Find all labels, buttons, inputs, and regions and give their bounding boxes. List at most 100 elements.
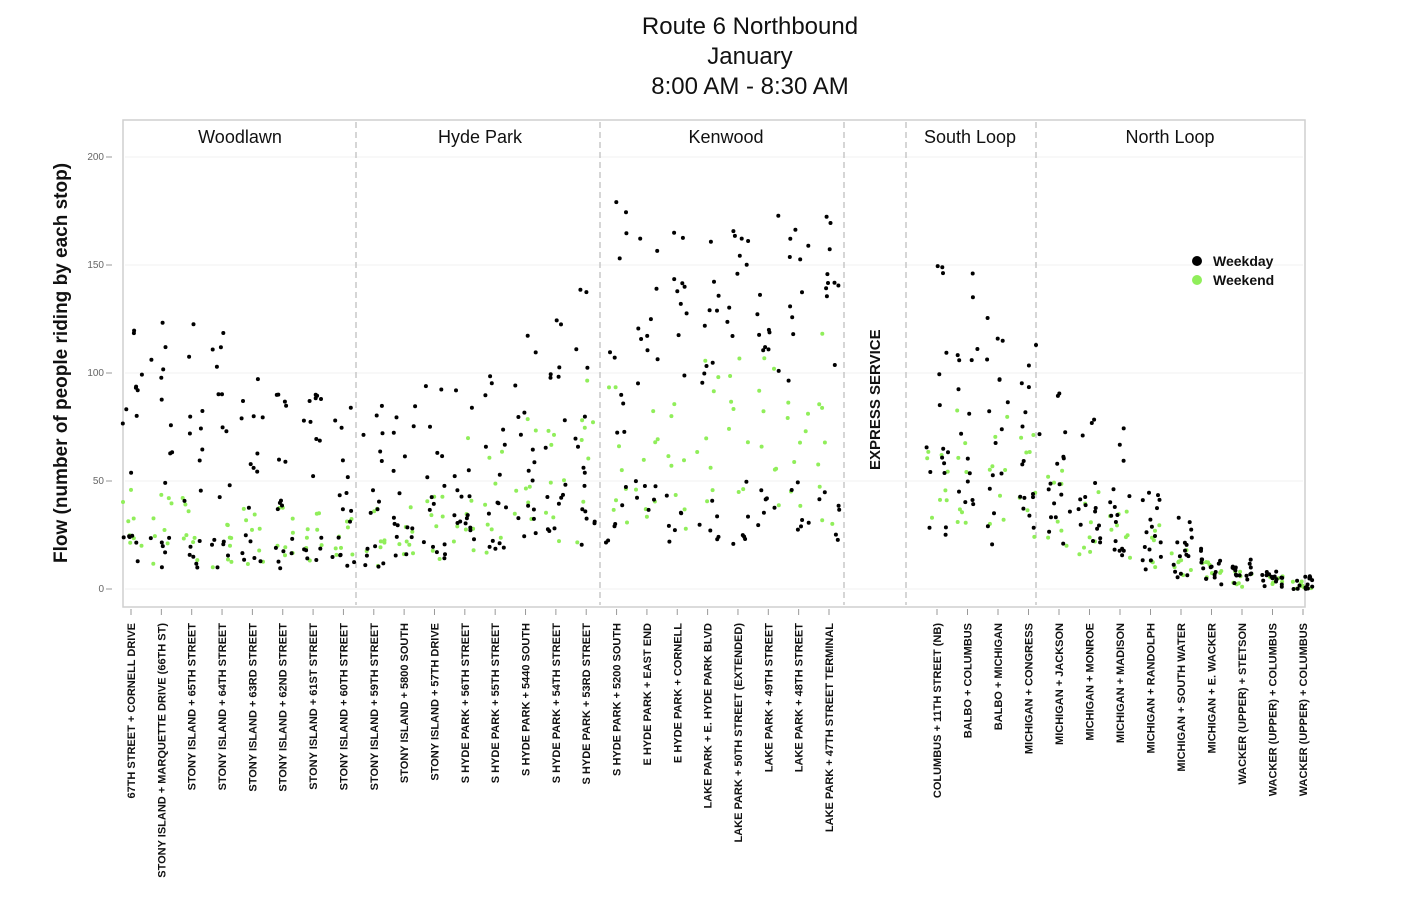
- weekday-point: [242, 557, 247, 562]
- weekend-point: [339, 545, 343, 550]
- weekday-point: [489, 381, 494, 386]
- weekend-point: [180, 496, 185, 500]
- weekday-point: [1093, 481, 1098, 485]
- weekend-point: [1299, 579, 1304, 584]
- region-label: South Loop: [924, 127, 1016, 147]
- weekday-point: [639, 337, 644, 341]
- weekday-point: [1026, 363, 1031, 368]
- weekday-point: [239, 416, 244, 421]
- weekday-point: [967, 411, 972, 416]
- weekday-point: [759, 488, 764, 493]
- weekday-point: [1295, 578, 1300, 583]
- weekday-point: [633, 479, 638, 484]
- weekend-point: [625, 520, 629, 525]
- weekday-point: [1274, 579, 1278, 584]
- weekday-point: [163, 345, 168, 350]
- x-tick-label: MICHIGAN + JACKSON: [1054, 623, 1066, 745]
- weekday-point: [756, 523, 761, 528]
- weekend-point: [716, 375, 721, 380]
- weekend-point: [126, 519, 131, 524]
- weekday-point: [776, 368, 781, 373]
- weekday-point: [442, 542, 447, 547]
- weekday-point: [1113, 520, 1118, 524]
- weekend-point: [613, 385, 618, 390]
- weekday-point: [252, 556, 257, 560]
- weekday-point: [1052, 501, 1057, 506]
- weekend-point: [1109, 527, 1114, 532]
- weekday-point: [648, 317, 653, 322]
- weekend-point: [1059, 528, 1064, 533]
- weekend-point: [634, 487, 638, 492]
- weekday-point: [1199, 560, 1204, 565]
- weekday-point: [827, 247, 832, 252]
- weekend-point: [945, 469, 950, 474]
- x-tick-label: E HYDE PARK + EAST END: [642, 623, 654, 766]
- weekday-point: [1213, 570, 1218, 574]
- weekday-point: [187, 354, 192, 359]
- weekday-point: [795, 480, 800, 485]
- weekend-point: [378, 545, 383, 550]
- weekend-point: [705, 499, 710, 504]
- weekday-point: [967, 471, 972, 476]
- weekend-point: [710, 488, 715, 493]
- weekday-point: [248, 462, 253, 467]
- weekday-point: [339, 425, 344, 430]
- weekday-point: [373, 544, 378, 549]
- x-tick-label: MICHIGAN + SOUTH WATER: [1176, 623, 1188, 772]
- weekend-point: [1060, 468, 1065, 473]
- weekday-point: [715, 514, 720, 519]
- weekday-point: [573, 436, 578, 441]
- weekday-point: [800, 290, 804, 295]
- weekday-point: [345, 563, 350, 568]
- legend-label: Weekend: [1213, 272, 1274, 288]
- weekday-point: [548, 372, 553, 377]
- weekend-point: [655, 437, 660, 442]
- weekend-point: [469, 498, 474, 503]
- weekday-point: [710, 498, 715, 503]
- weekday-point: [121, 535, 126, 540]
- x-tick-label: MICHIGAN + CONGRESS: [1024, 623, 1036, 754]
- weekend-point: [1128, 555, 1132, 560]
- weekday-point: [969, 358, 974, 363]
- weekday-point: [833, 532, 838, 537]
- weekday-point: [1260, 573, 1265, 577]
- weekend-point: [926, 449, 931, 454]
- weekend-point: [169, 501, 174, 506]
- weekend-point: [455, 524, 460, 529]
- weekday-point: [1059, 492, 1064, 497]
- weekday-point: [465, 513, 470, 518]
- weekend-point: [152, 534, 157, 539]
- weekday-point: [191, 554, 196, 559]
- weekday-point: [1199, 546, 1204, 551]
- weekday-point: [1115, 513, 1120, 517]
- weekday-point: [132, 328, 137, 333]
- weekday-point: [395, 523, 400, 528]
- weekday-point: [1307, 574, 1312, 579]
- weekday-point: [1022, 495, 1027, 500]
- weekday-point: [333, 418, 338, 423]
- weekend-point: [963, 441, 968, 446]
- weekday-point: [680, 281, 685, 286]
- weekend-point: [1077, 552, 1082, 557]
- x-tick-label: BALBO + MICHIGAN: [993, 623, 1005, 730]
- weekday-point: [161, 367, 166, 372]
- weekend-point: [252, 512, 257, 517]
- weekday-point: [684, 311, 689, 316]
- weekend-point: [1188, 568, 1193, 572]
- weekday-point: [160, 544, 165, 549]
- x-tick-label: STONY ISLAND + 62ND STREET: [278, 623, 290, 792]
- weekend-point: [579, 438, 584, 442]
- weekday-point: [758, 292, 762, 297]
- weekend-point: [711, 389, 716, 394]
- weekday-point: [1232, 581, 1237, 586]
- weekday-point: [1111, 487, 1116, 492]
- weekend-point: [557, 539, 561, 544]
- weekend-point: [816, 462, 821, 467]
- weekend-point: [641, 457, 646, 462]
- weekday-point: [218, 345, 223, 350]
- weekend-point: [1019, 435, 1024, 440]
- weekend-point: [225, 522, 230, 527]
- weekend-point: [998, 493, 1002, 498]
- weekday-point: [472, 537, 476, 542]
- weekday-point: [1183, 548, 1187, 553]
